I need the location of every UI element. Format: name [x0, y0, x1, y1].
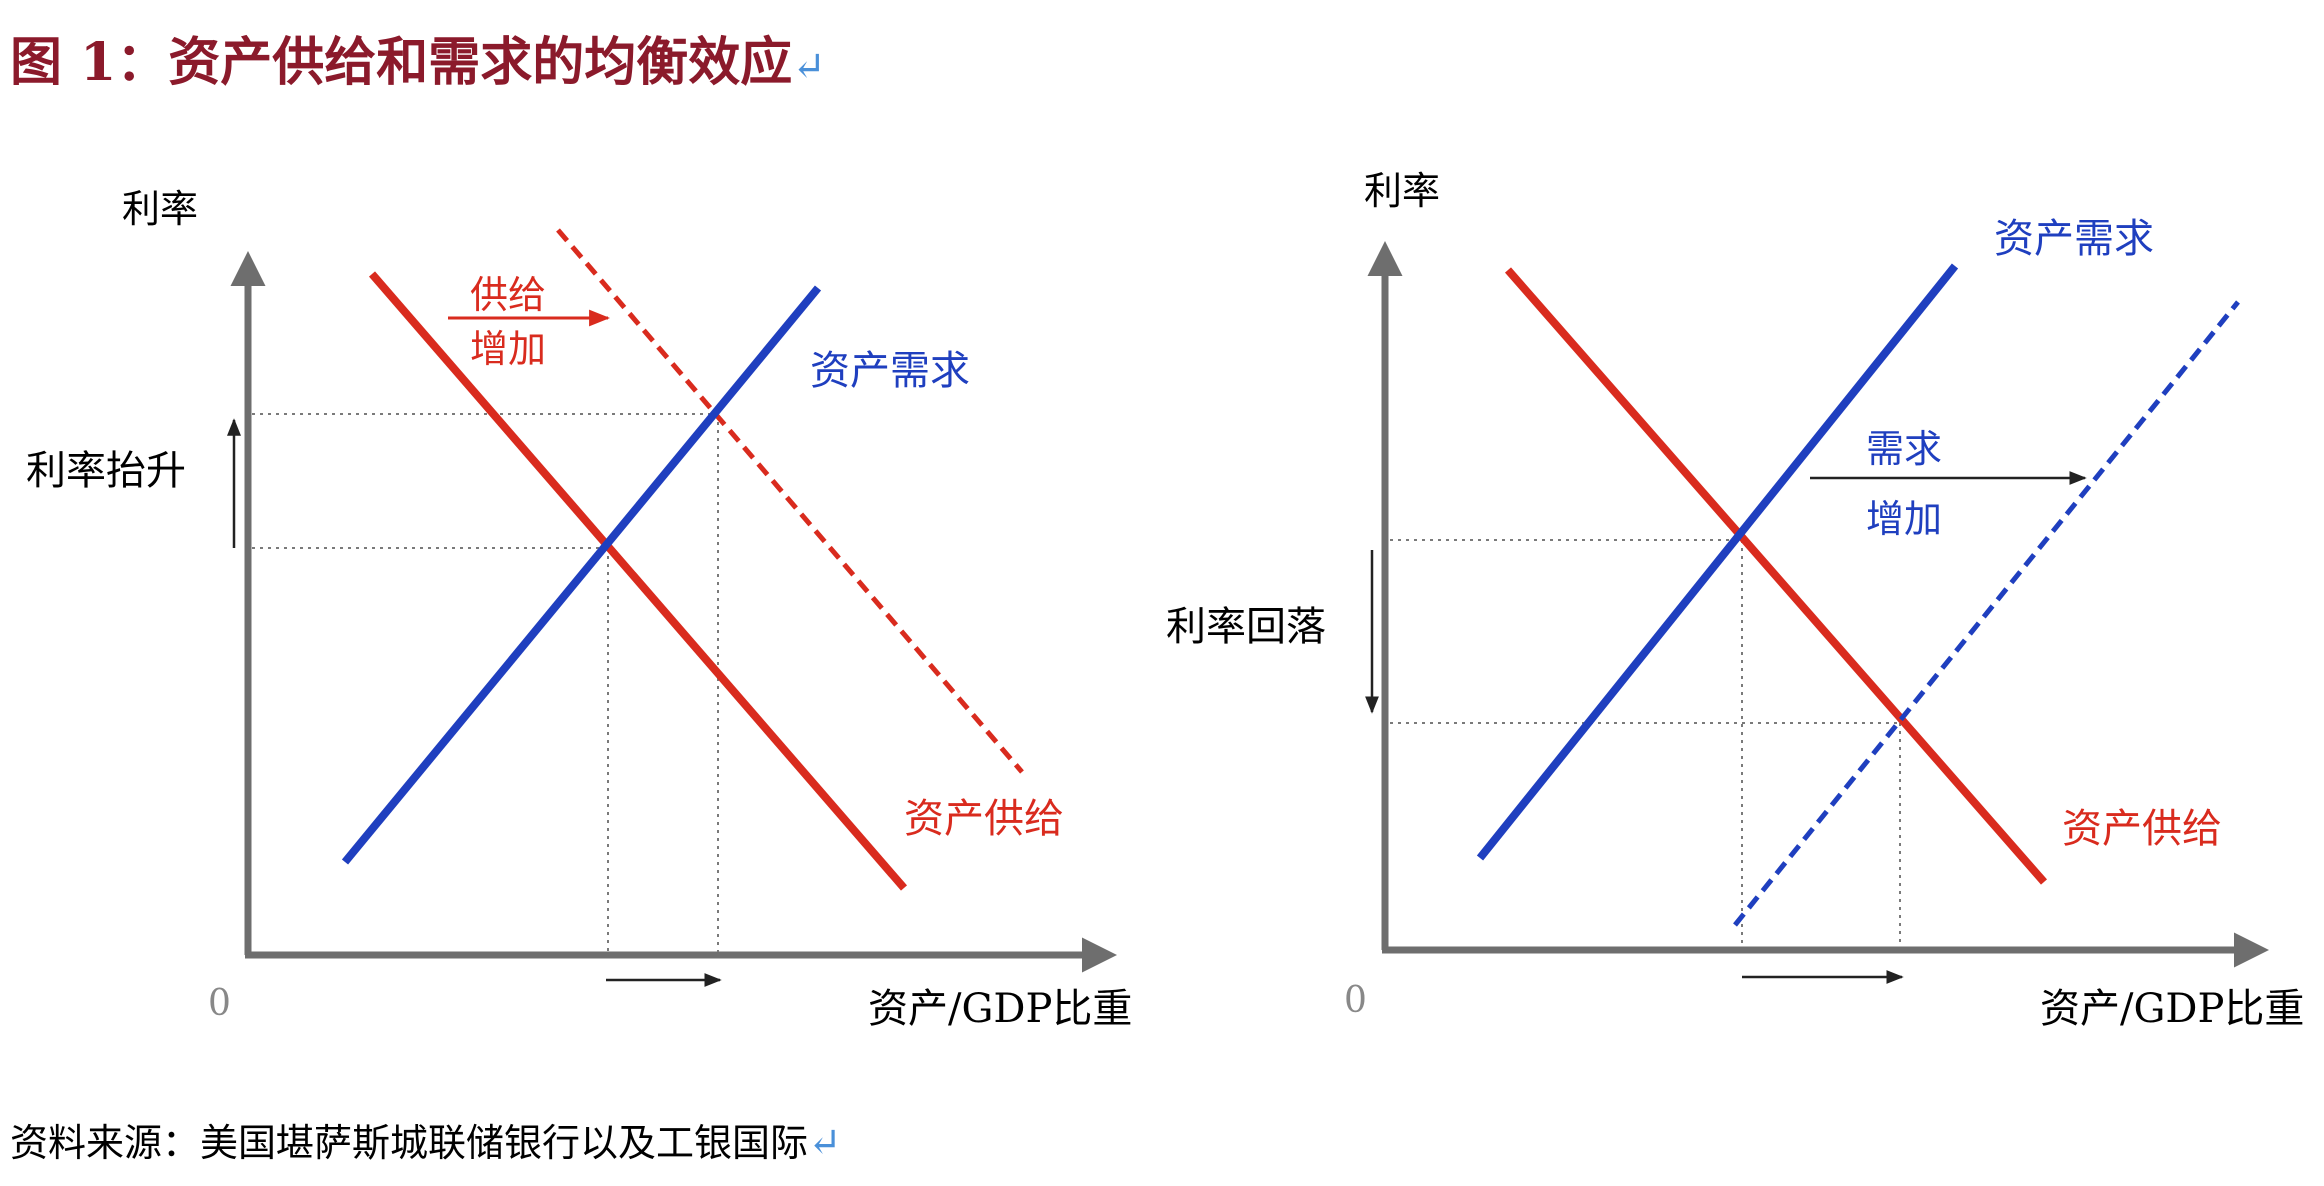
right-rate-change-label: 利率回落	[1166, 604, 1326, 650]
left-y-axis-label: 利率	[122, 187, 198, 231]
left-supply-shifted-curve	[556, 228, 1024, 774]
left-demand-label: 资产需求	[810, 348, 970, 394]
return-mark-icon: ↵	[792, 44, 826, 90]
right-shift-label-line2: 增加	[1866, 497, 1942, 541]
left-origin-label: 0	[208, 983, 231, 1024]
right-shift-label-line1: 需求	[1866, 427, 1942, 471]
source-note: 资料来源：美国堪萨斯城联储银行以及工银国际↵	[10, 1112, 842, 1167]
source-note-text: 资料来源：美国堪萨斯城联储银行以及工银国际	[10, 1121, 809, 1165]
left-panel: 利率 资产/GDP比重 0 资产需求 资产供给 供给 增加 利率抬升	[26, 187, 1132, 1032]
right-x-axis-label: 资产/GDP比重	[2040, 986, 2304, 1032]
right-demand-curve	[1476, 263, 1959, 861]
left-shift-label-line1: 供给	[470, 273, 546, 317]
left-supply-curve	[368, 271, 908, 891]
figure-title-text: 图 1：资产供给和需求的均衡效应	[10, 32, 793, 93]
right-y-axis-label: 利率	[1364, 169, 1440, 213]
left-supply-label: 资产供给	[904, 796, 1064, 842]
return-mark-icon: ↵	[808, 1120, 842, 1166]
right-demand-shifted-curve	[1733, 300, 2240, 927]
right-panel: 利率 资产/GDP比重 0 资产需求 资产供给 需求 增加 利率回落	[1166, 169, 2304, 1032]
right-supply-curve	[1504, 267, 2048, 885]
right-origin-label: 0	[1344, 980, 1367, 1021]
left-x-axis-label: 资产/GDP比重	[868, 986, 1132, 1032]
right-demand-label: 资产需求	[1994, 216, 2154, 262]
left-shift-label-line2: 增加	[470, 327, 546, 371]
left-demand-curve	[341, 285, 822, 865]
right-supply-label: 资产供给	[2062, 806, 2222, 852]
figure-title: 图 1：资产供给和需求的均衡效应↵	[10, 20, 826, 95]
left-rate-change-label: 利率抬升	[26, 448, 186, 494]
